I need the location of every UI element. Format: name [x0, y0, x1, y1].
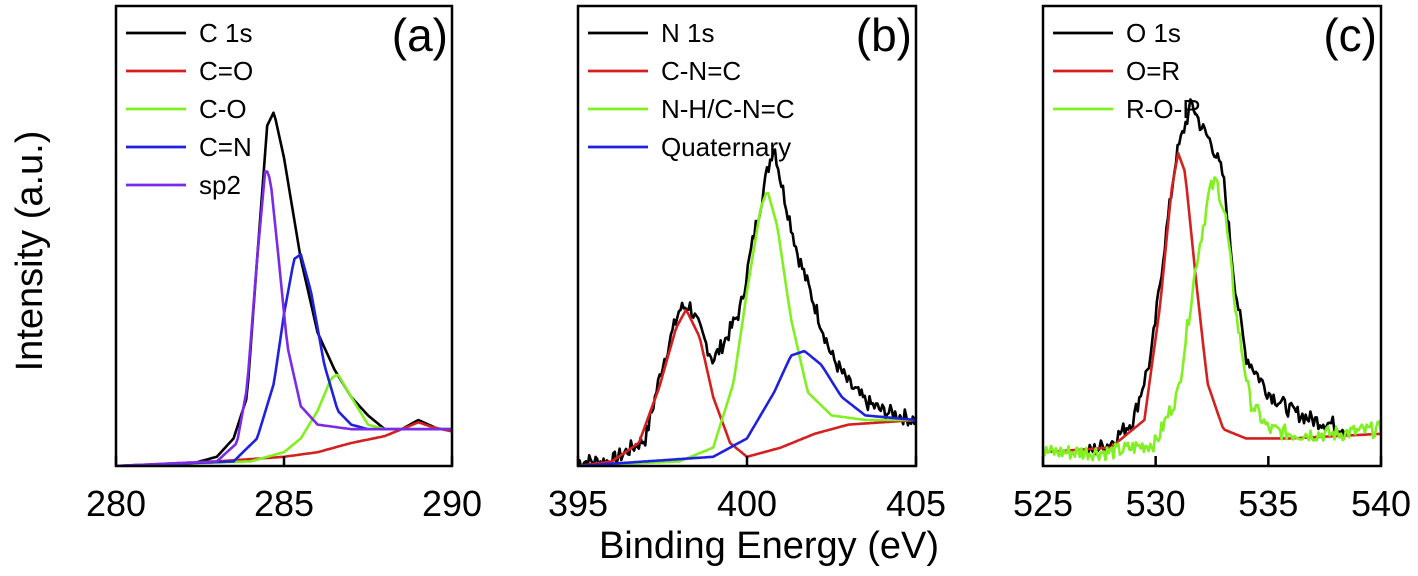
plot-frame: [1041, 4, 1383, 468]
chart-panel-1: 280 285 290 (a) C 1s C=O C-O C=N sp2: [86, 4, 482, 524]
series-line-sp2: [116, 170, 452, 466]
x-tick-label: 525: [1013, 483, 1073, 524]
series-line-r-o-r: [1043, 176, 1381, 462]
legend-label: C-N=C: [661, 56, 741, 86]
legend-label: C=O: [199, 56, 253, 86]
series-line-c-n: [116, 253, 452, 466]
legend-label: C-O: [199, 94, 247, 124]
series-line-o-1s: [1086, 98, 1349, 456]
series-line-n-1s: [578, 148, 916, 466]
x-tick-label: 535: [1238, 483, 1298, 524]
series-group: [1043, 98, 1381, 462]
series-line-c-n-c: [578, 309, 916, 466]
legend-label: N-H/C-N=C: [661, 94, 795, 124]
legend-label: N 1s: [661, 18, 714, 48]
chart-panel-3: 525 530 535 540 (c) O 1s O=R R-O-R: [1013, 4, 1411, 524]
series-line-c-o: [116, 373, 452, 466]
series-group: [116, 111, 452, 466]
legend-label: C=N: [199, 132, 252, 162]
series-line-n-h-c-n-c: [578, 191, 916, 466]
legend-label: O 1s: [1126, 18, 1181, 48]
x-tick-label: 290: [422, 483, 482, 524]
legend-label: R-O-R: [1126, 94, 1201, 124]
legend-label: sp2: [199, 170, 241, 200]
chart-panel-2: 395 400 405 (b) N 1s C-N=C N-H/C-N=C Quaternary: [548, 4, 946, 524]
legend-label: C 1s: [199, 18, 252, 48]
series-group: [578, 148, 916, 466]
x-tick-label: 285: [254, 483, 314, 524]
plot-frame: [114, 4, 454, 468]
x-tick-label: 400: [717, 483, 777, 524]
panel-label: (a): [392, 9, 448, 61]
x-tick-label: 540: [1351, 483, 1411, 524]
legend-label: Quaternary: [661, 132, 791, 162]
panels: 280 285 290 (a) C 1s C=O C-O C=N sp2 395 400 405 (b)…: [86, 4, 1411, 524]
series-line-c-1s: [116, 111, 452, 466]
x-tick-label: 395: [548, 483, 608, 524]
legend-label: O=R: [1126, 56, 1180, 86]
x-tick-label: 405: [886, 483, 946, 524]
panel-label: (c): [1323, 9, 1377, 61]
panel-label: (b): [856, 9, 912, 61]
series-line-o-r: [1043, 151, 1381, 454]
y-axis-label: Intensity (a.u.): [9, 131, 51, 372]
x-axis-label: Binding Energy (eV): [599, 525, 939, 567]
x-tick-label: 530: [1126, 483, 1186, 524]
series-line-quaternary: [578, 349, 916, 466]
x-tick-label: 280: [86, 483, 146, 524]
